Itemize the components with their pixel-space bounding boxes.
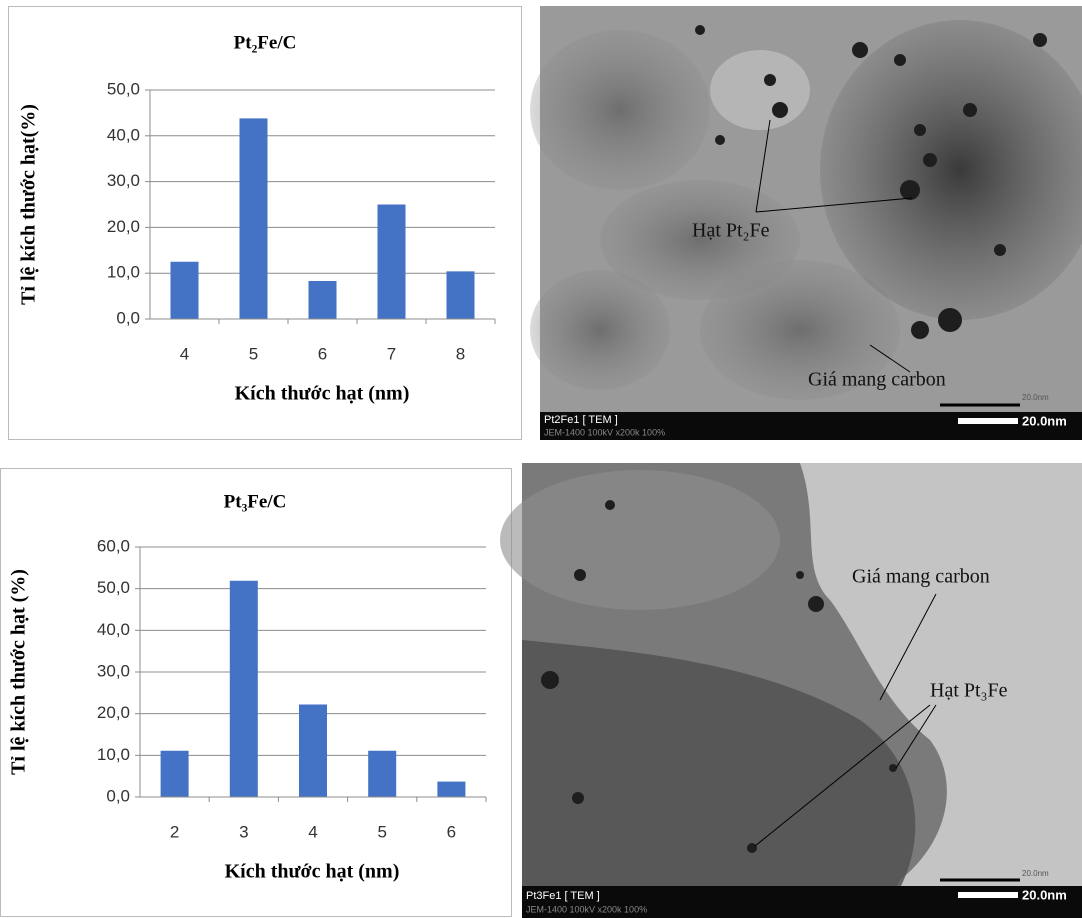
caption: JEM-1400 100kV x200k 100% [526, 904, 647, 914]
x-tick-label: 6 [447, 822, 456, 841]
chart-title: Pt₂Fe/C [234, 32, 297, 53]
bar [239, 118, 268, 320]
x-tick-label: 6 [318, 344, 327, 363]
y-tick-label: 40,0 [107, 125, 140, 144]
x-tick-label: 7 [387, 344, 396, 363]
y-tick-label: 20,0 [107, 217, 140, 236]
annotation: Hạt Pt₃Fe [930, 680, 1008, 702]
y-axis-label: Tỉ lệ kích thước hạt(%) [18, 104, 40, 305]
x-tick-label: 5 [377, 822, 386, 841]
y-axis-label: Tỉ lệ kích thước hạt (%) [8, 569, 30, 775]
y-tick-label: 10,0 [97, 745, 130, 764]
x-tick-label: 4 [308, 822, 317, 841]
bar [160, 750, 189, 797]
caption: Pt3Fe1 [ TEM ] [526, 890, 600, 902]
caption: Pt2Fe1 [ TEM ] [544, 414, 618, 426]
y-tick-label: 50,0 [107, 79, 140, 98]
x-tick-label: 5 [249, 344, 258, 363]
bar [170, 261, 199, 319]
bar [446, 271, 475, 319]
chart-title: Pt₃Fe/C [224, 491, 287, 512]
bar [377, 204, 406, 319]
scale-label: 20.0nm [1022, 887, 1067, 902]
x-tick-label: 3 [239, 822, 248, 841]
bar [229, 580, 258, 797]
bar [437, 781, 466, 797]
bar [308, 280, 337, 319]
y-tick-label: 0,0 [116, 308, 140, 327]
caption: JEM-1400 100kV x200k 100% [544, 427, 665, 437]
x-tick-label: 8 [456, 344, 465, 363]
bar [299, 704, 327, 797]
annotation: Hạt Pt₂Fe [692, 220, 770, 242]
y-tick-label: 20,0 [97, 703, 130, 722]
tem-image: Giá mang carbon Hạt Pt₃Fe Pt3Fe1 [ TEM ]… [500, 463, 1082, 918]
y-tick-label: 50,0 [97, 578, 130, 597]
x-axis-label: Kích thước hạt (nm) [225, 861, 400, 883]
y-tick-label: 0,0 [106, 786, 130, 805]
x-tick-label: 2 [170, 822, 179, 841]
tem-image: Hạt Pt₂Fe Giá mang carbon Pt2Fe1 [ TEM ]… [530, 6, 1082, 440]
x-tick-label: 4 [180, 344, 189, 363]
annotation: Giá mang carbon [808, 369, 946, 391]
y-tick-label: 40,0 [97, 620, 130, 639]
scale-label: 20.0nm [1022, 413, 1067, 428]
scale-label: 20.0nm [1022, 393, 1049, 402]
y-tick-label: 10,0 [107, 263, 140, 282]
annotation: Giá mang carbon [852, 566, 990, 588]
bar [368, 750, 397, 797]
scale-label: 20.0nm [1022, 869, 1049, 878]
x-axis-label: Kích thước hạt (nm) [235, 383, 410, 405]
y-tick-label: 30,0 [107, 171, 140, 190]
y-tick-label: 30,0 [97, 661, 130, 680]
y-tick-label: 60,0 [97, 536, 130, 555]
